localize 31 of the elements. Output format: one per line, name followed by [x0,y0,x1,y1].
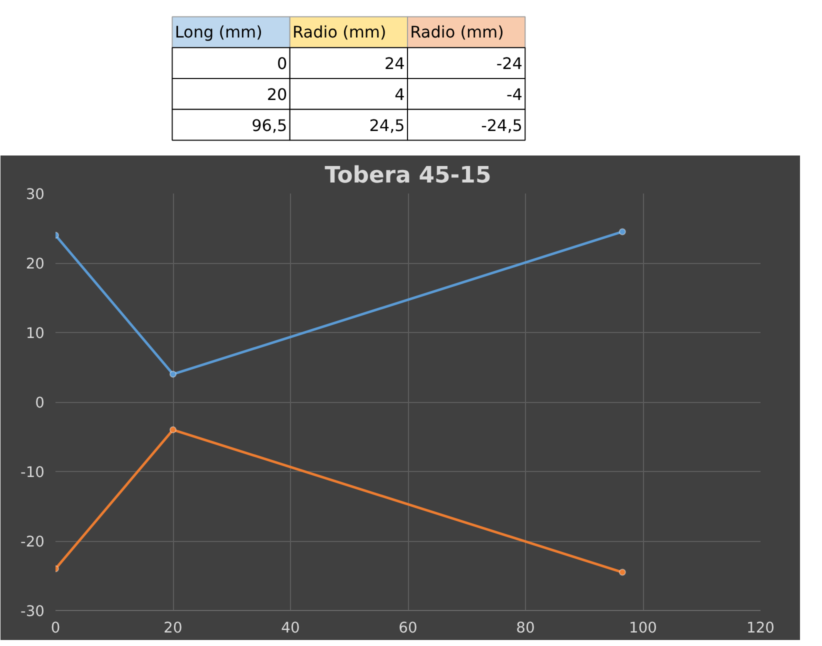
x-tick-label: 120 [746,620,774,636]
text: Long (mm) [174,22,262,42]
chart-title: Tobera 45-15 [324,162,492,188]
text: -24,5 [481,116,522,135]
text: 96,5 [252,116,288,135]
text: -4 [506,84,522,104]
x-tick-label: 20 [164,620,182,636]
text: Radio (mm) [410,22,504,42]
text: 20 [266,84,288,104]
x-tick-label: 80 [516,620,535,636]
point [170,370,176,378]
x-tick-label: 60 [398,620,418,636]
x-tick-label: 0 [50,620,60,636]
point [618,568,626,576]
x-tick-label: 40 [281,620,300,636]
y-tick-label: -30 [20,603,45,620]
text: 4 [394,84,405,104]
y-tick-label: -20 [20,534,45,550]
point [618,228,626,236]
text: 24 [384,54,405,74]
y-tick-label: 0 [35,394,45,412]
y-tick-label: 30 [26,186,45,203]
text: -24 [496,54,522,74]
text: 0 [277,54,288,74]
y-tick-label: 10 [26,325,45,342]
y-tick-label: -10 [20,464,45,481]
text: Radio (mm) [292,22,386,42]
point [170,426,176,434]
x-tick-label: 100 [629,620,657,636]
text: 24,5 [369,116,405,135]
y-tick-label: 20 [26,256,45,272]
